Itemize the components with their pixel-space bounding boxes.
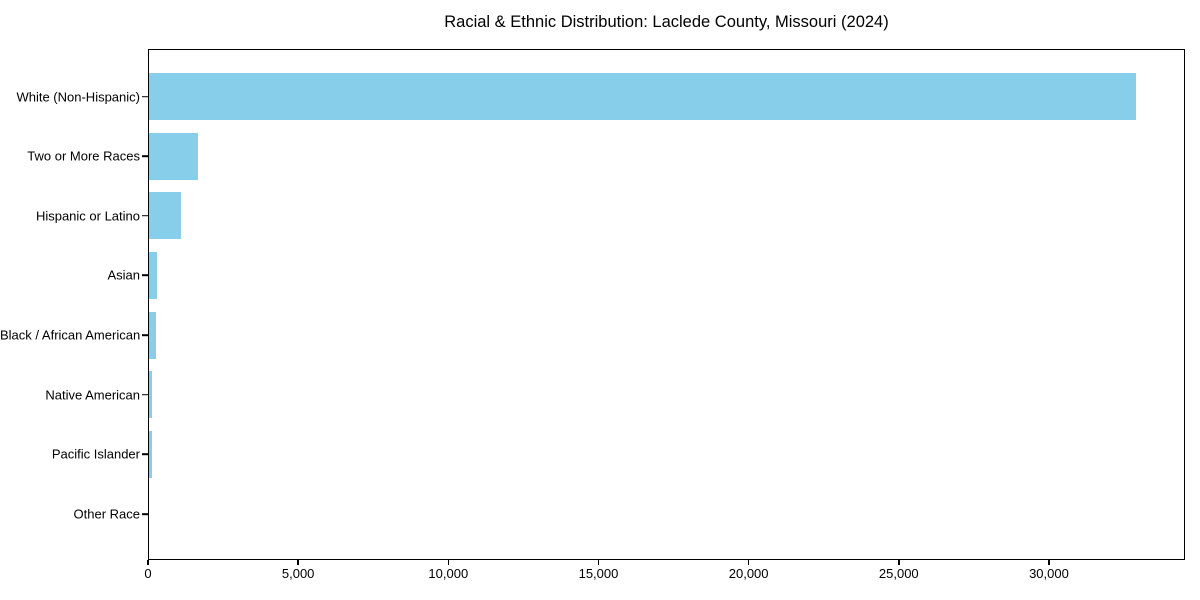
x-tick-mark bbox=[1048, 560, 1050, 565]
x-tick-label: 15,000 bbox=[578, 566, 619, 581]
y-axis-label: Two or More Races bbox=[27, 148, 140, 164]
bar bbox=[148, 192, 182, 240]
x-tick-mark bbox=[747, 560, 750, 565]
x-tick-mark bbox=[297, 560, 299, 565]
y-axis-label: Black / African American bbox=[0, 327, 141, 343]
chart-title: Racial & Ethnic Distribution: Laclede Co… bbox=[444, 13, 889, 31]
x-tick-mark bbox=[897, 560, 900, 565]
y-tick-mark bbox=[142, 214, 148, 217]
bar bbox=[148, 430, 152, 478]
bar bbox=[148, 132, 198, 180]
bar bbox=[148, 371, 152, 419]
y-axis-label: Pacific Islander bbox=[51, 446, 140, 462]
x-tick-mark bbox=[597, 560, 600, 565]
bar bbox=[148, 490, 149, 538]
y-axis-label: Other Race bbox=[73, 506, 140, 522]
x-tick-label: 0 bbox=[144, 566, 152, 581]
y-tick-mark bbox=[142, 513, 148, 515]
y-tick-mark bbox=[142, 334, 148, 336]
y-tick-mark bbox=[142, 155, 148, 157]
x-tick-mark bbox=[447, 560, 450, 565]
bar bbox=[148, 311, 156, 359]
x-tick-label: 20,000 bbox=[728, 566, 769, 581]
y-axis-label: Asian bbox=[107, 267, 140, 283]
x-tick-label: 30,000 bbox=[1029, 566, 1069, 581]
y-tick-mark bbox=[142, 393, 148, 396]
x-tick-mark bbox=[147, 560, 149, 565]
y-tick-mark bbox=[142, 453, 148, 456]
y-axis-label: White (Non-Hispanic) bbox=[16, 89, 140, 104]
y-tick-mark bbox=[142, 274, 148, 277]
y-axis-label: Native American bbox=[45, 387, 140, 403]
x-tick-label: 25,000 bbox=[878, 566, 919, 581]
x-tick-label: 5,000 bbox=[281, 566, 315, 581]
x-tick-label: 10,000 bbox=[428, 566, 469, 581]
bar bbox=[148, 73, 1137, 120]
y-axis-label: Hispanic or Latino bbox=[35, 208, 140, 224]
plot-area bbox=[148, 49, 1185, 560]
y-tick-mark bbox=[142, 95, 148, 98]
bar bbox=[148, 251, 158, 299]
